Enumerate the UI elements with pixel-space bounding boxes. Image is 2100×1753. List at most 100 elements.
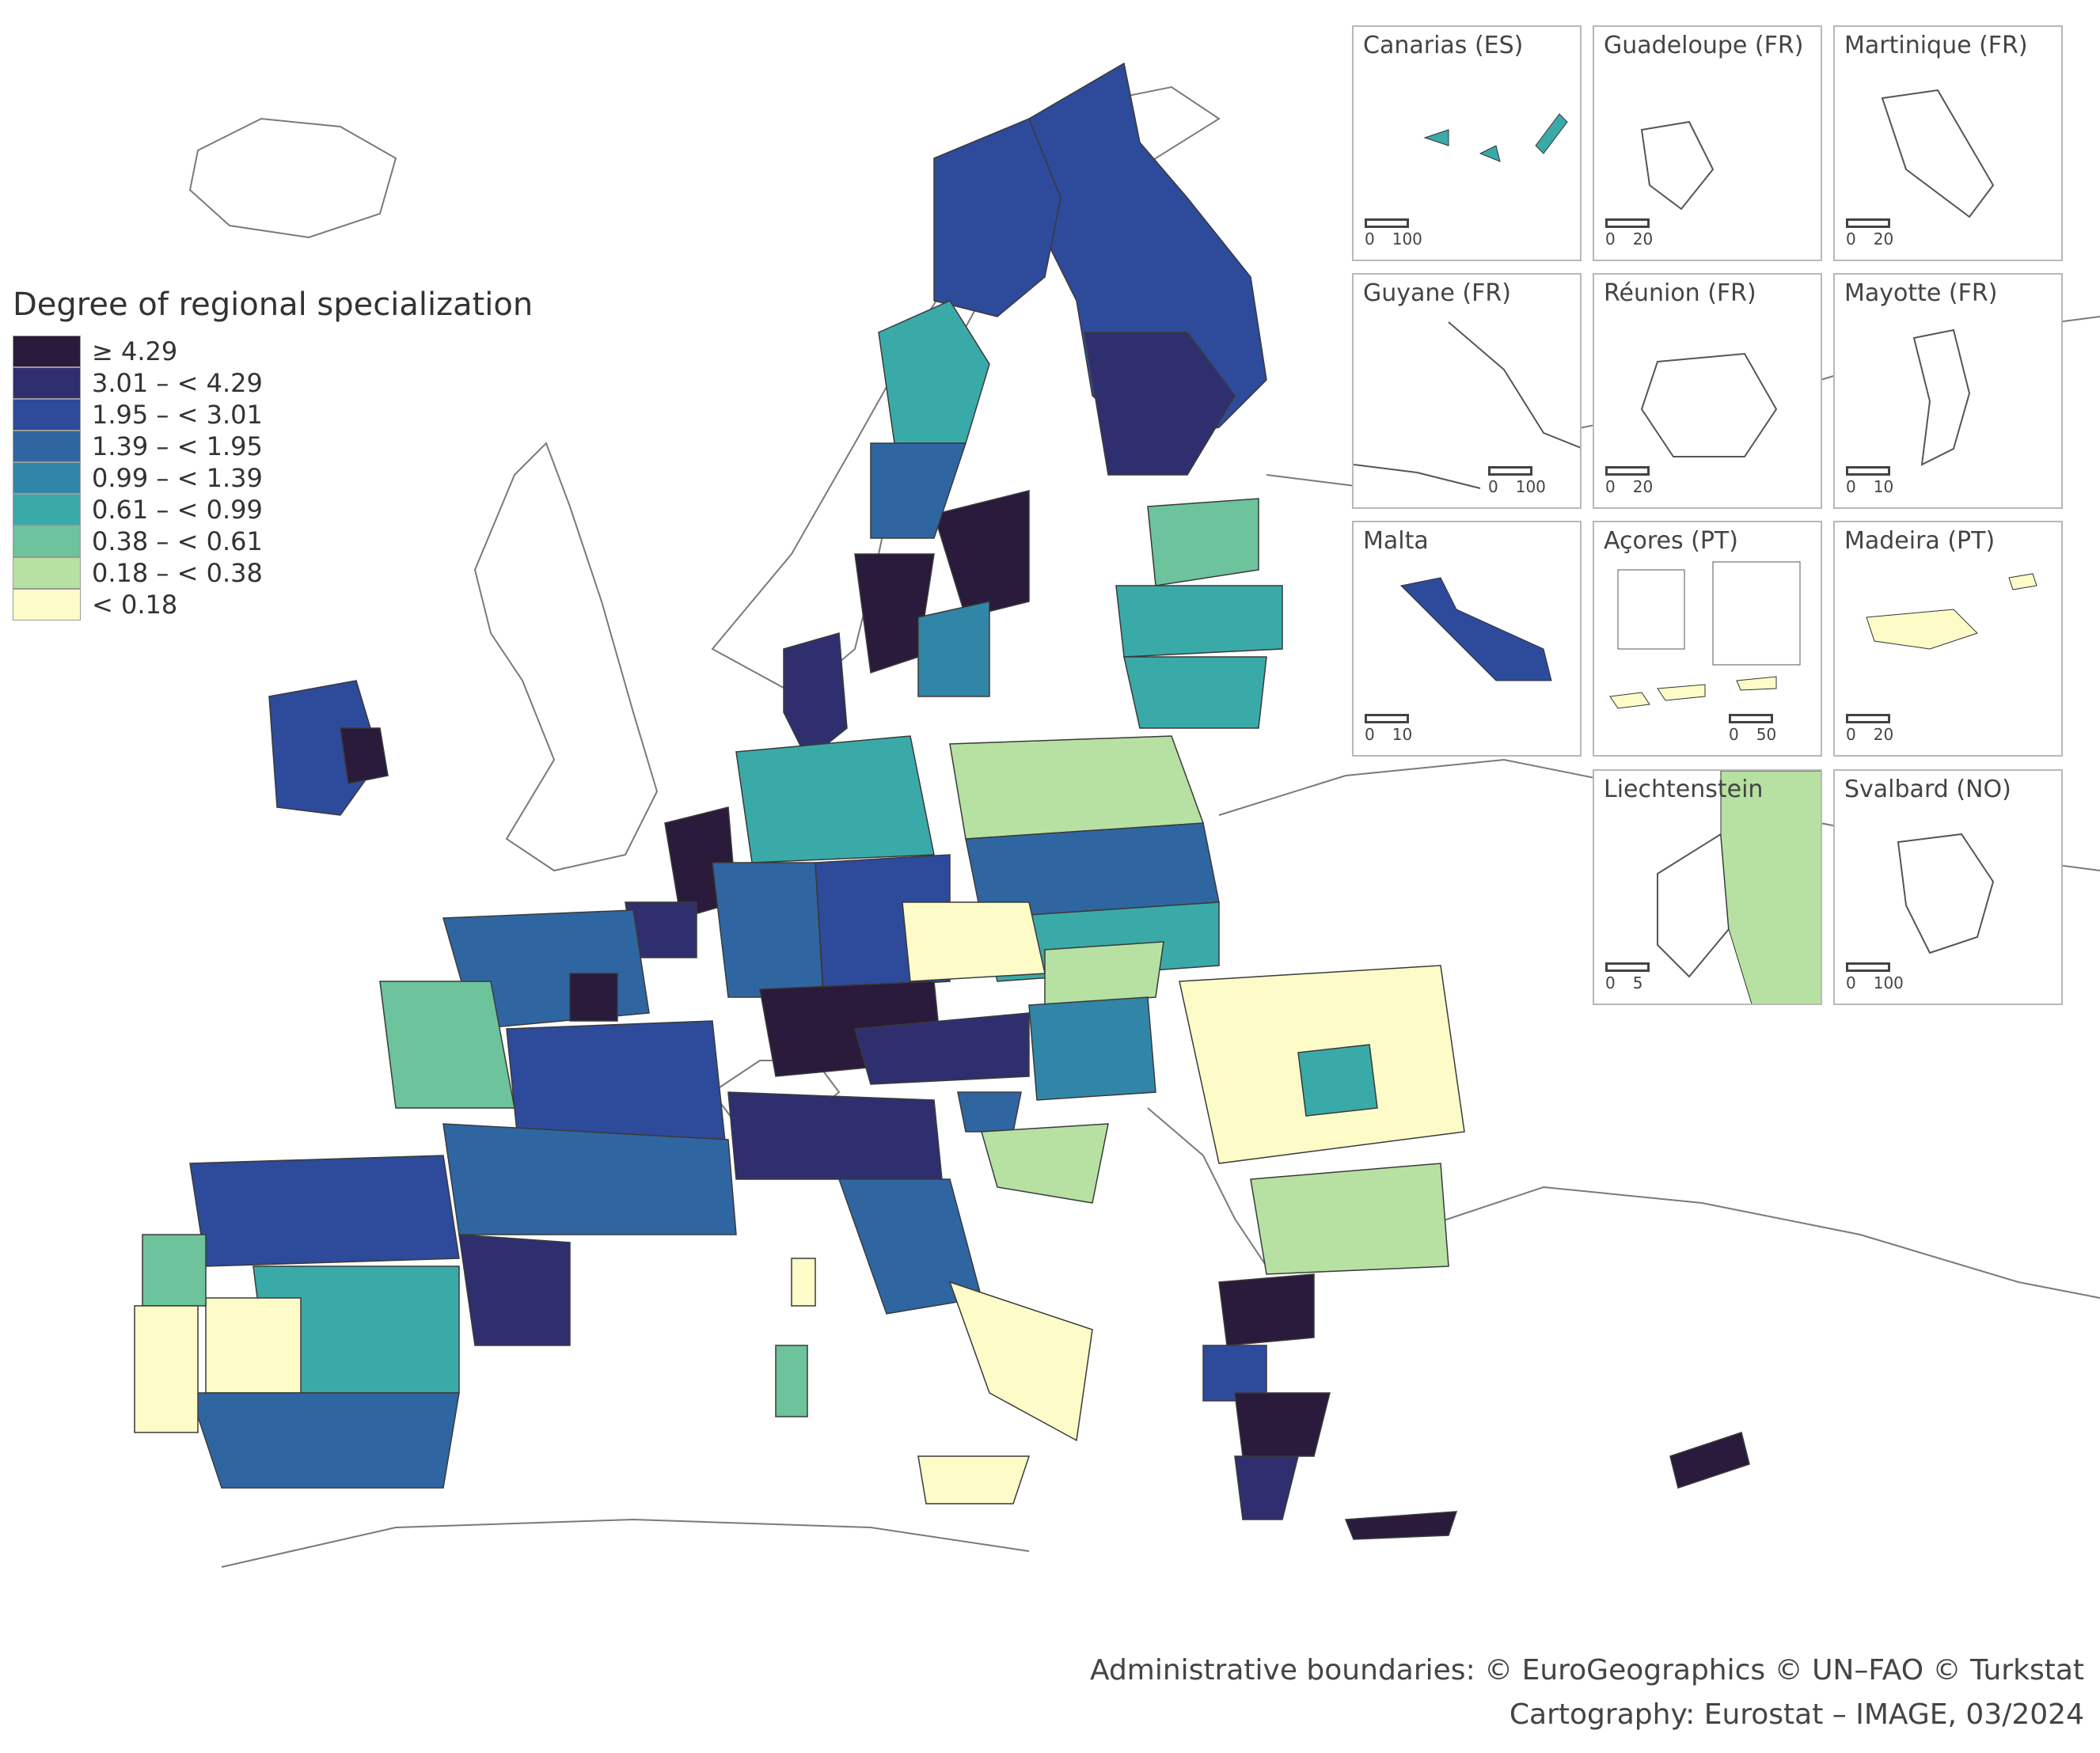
region-portugal-north	[142, 1234, 207, 1307]
region-spain-north	[189, 1155, 460, 1267]
scale-end: 100	[1515, 477, 1546, 496]
region-germany-west	[712, 862, 824, 998]
scale-start: 0	[1846, 973, 1856, 992]
legend-swatch	[13, 431, 81, 462]
malta-island	[1399, 577, 1552, 681]
credits-cartography: Cartography: Eurostat – IMAGE, 03/2024	[1509, 1698, 2084, 1731]
legend: Degree of regional specialization ≥ 4.29…	[13, 286, 533, 620]
legend-row: 0.18 – < 0.38	[13, 557, 533, 589]
inset-liechtenstein: Liechtenstein 0 5	[1593, 769, 1822, 1005]
legend-row: 0.61 – < 0.99	[13, 494, 533, 526]
legend-row: 3.01 – < 4.29	[13, 367, 533, 399]
scale-bar-graphic	[1605, 962, 1650, 972]
scale-bar: 0 50	[1729, 714, 1776, 744]
inset-canarias: Canarias (ES) 0 100	[1352, 25, 1582, 261]
inset-mayotte-map	[1912, 328, 1971, 466]
inset-malta: Malta 0 10	[1352, 521, 1582, 757]
scale-start: 0	[1605, 973, 1616, 992]
iceland-outline	[188, 117, 397, 239]
scale-labels: 0 10	[1846, 477, 1893, 496]
scale-end: 20	[1873, 725, 1894, 744]
legend-row: ≥ 4.29	[13, 336, 533, 367]
inset-canarias-map	[1423, 113, 1568, 162]
scale-labels: 0 20	[1846, 725, 1893, 744]
scale-end: 10	[1392, 725, 1413, 744]
inset-title: Açores (PT)	[1604, 527, 1738, 555]
madeira-island	[1866, 609, 1978, 650]
region-sweden-central	[878, 300, 990, 444]
region-france-west	[379, 981, 515, 1109]
scale-bar: 0 20	[1846, 218, 1893, 249]
region-portugal-south	[134, 1305, 199, 1433]
region-spain-madrid	[205, 1297, 302, 1394]
inset-guadeloupe-map	[1640, 120, 1715, 211]
scale-end: 10	[1873, 477, 1894, 496]
inset-title: Liechtenstein	[1604, 776, 1764, 803]
scale-start: 0	[1846, 230, 1856, 249]
martinique-outline	[1881, 89, 1995, 218]
region-sweden-smaland	[917, 601, 990, 697]
legend-row: 0.38 – < 0.61	[13, 526, 533, 557]
region-greece-peloponnese	[1234, 1455, 1299, 1520]
scale-labels: 0 20	[1846, 230, 1893, 249]
region-sweden-north	[933, 118, 1061, 317]
inset-acores: Açores (PT) 0 50	[1593, 521, 1822, 757]
inset-title: Mayotte (FR)	[1844, 279, 1998, 307]
scale-start: 0	[1365, 725, 1375, 744]
region-denmark	[783, 632, 848, 761]
region-sicily	[917, 1455, 1031, 1504]
scale-start: 0	[1846, 477, 1856, 496]
island-fuerteventura	[1535, 113, 1568, 154]
legend-label: 1.95 – < 3.01	[92, 400, 263, 430]
inset-title: Guadeloupe (FR)	[1604, 32, 1804, 59]
inset-malta-map	[1399, 577, 1552, 681]
region-latvia	[1115, 585, 1283, 658]
scale-bar-graphic	[1365, 218, 1409, 228]
region-estonia	[1147, 498, 1259, 586]
acores-sao-miguel	[1736, 676, 1777, 691]
region-poland-north	[949, 735, 1205, 840]
region-sweden-stockholm	[933, 490, 1030, 618]
legend-swatch	[13, 589, 81, 620]
scale-bar: 0 100	[1846, 962, 1904, 992]
inset-martinique: Martinique (FR) 0 20	[1833, 25, 2063, 261]
mayotte-outline	[1912, 328, 1971, 466]
scale-start: 0	[1488, 477, 1498, 496]
scale-bar-graphic	[1365, 714, 1409, 723]
region-cyprus	[1669, 1432, 1750, 1489]
region-finland-central	[1084, 332, 1236, 476]
region-ireland-east	[340, 727, 389, 784]
scale-labels: 0 50	[1729, 725, 1776, 744]
guyane-outline	[1354, 321, 1580, 489]
inset-title: Réunion (FR)	[1604, 279, 1756, 307]
svalbard-outline	[1897, 833, 1995, 954]
legend-swatch	[13, 367, 81, 399]
legend-row: 0.99 – < 1.39	[13, 462, 533, 494]
legend-label: 0.38 – < 0.61	[92, 526, 263, 556]
scale-end: 20	[1873, 230, 1894, 249]
liechtenstein-outline	[1657, 833, 1730, 978]
scale-bar-graphic	[1605, 218, 1650, 228]
scale-labels: 0 100	[1846, 973, 1904, 992]
inset-guyane: Guyane (FR) 0 100	[1352, 273, 1582, 509]
scale-bar: 0 5	[1605, 962, 1650, 992]
scale-end: 20	[1632, 230, 1654, 249]
legend-swatch	[13, 399, 81, 431]
scale-bar-graphic	[1488, 466, 1532, 476]
inset-title: Madeira (PT)	[1844, 527, 1996, 555]
acores-west-box	[1617, 569, 1685, 650]
legend-label: 1.39 – < 1.95	[92, 431, 263, 461]
north-africa-coast	[221, 1518, 1030, 1568]
island-gran-canaria	[1479, 145, 1501, 162]
scale-bar: 0 10	[1365, 714, 1412, 744]
region-austria	[854, 1012, 1030, 1085]
scale-labels: 0 10	[1365, 725, 1412, 744]
scale-labels: 0 20	[1605, 230, 1653, 249]
scale-start: 0	[1846, 725, 1856, 744]
inset-guyane-map	[1354, 321, 1580, 489]
region-france-south	[442, 1123, 737, 1235]
scale-start: 0	[1365, 230, 1375, 249]
inset-liechtenstein-map	[1657, 771, 1821, 1004]
inset-reunion-map	[1640, 352, 1778, 457]
scale-bar: 0 100	[1488, 466, 1546, 496]
